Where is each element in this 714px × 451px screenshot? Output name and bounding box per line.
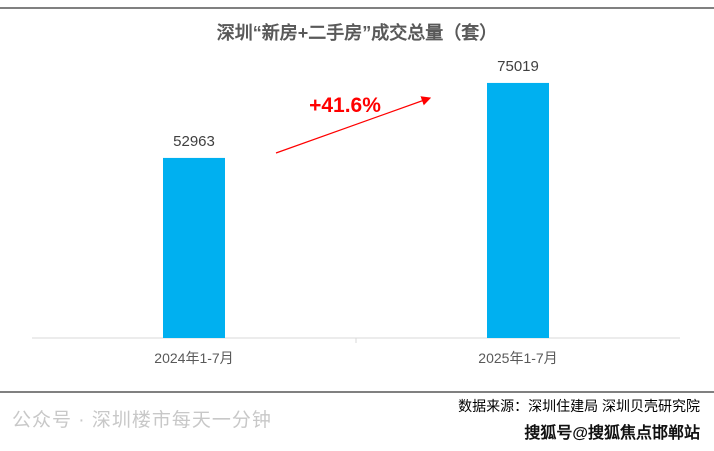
watermark: 公众号 · 深圳楼市每天一分钟 bbox=[12, 410, 272, 431]
watermark-sohu: 搜狐号@搜狐焦点邯郸站 bbox=[524, 425, 700, 442]
bar-2 bbox=[487, 82, 549, 339]
source-note: 数据来源：深圳住建局 深圳贝壳研究院 bbox=[458, 398, 700, 414]
x-tick-label: 2025年1-7月 bbox=[478, 350, 557, 366]
data-label: 75019 bbox=[497, 58, 539, 75]
growth-arrow bbox=[275, 96, 432, 154]
x-tick-label: 2024年1-7月 bbox=[154, 350, 233, 366]
chart-title: 深圳“新房+二手房”成交总量（套） bbox=[217, 22, 498, 43]
bar-1 bbox=[163, 157, 225, 338]
growth-label: +41.6% bbox=[309, 94, 381, 117]
data-label: 52963 bbox=[173, 133, 215, 150]
